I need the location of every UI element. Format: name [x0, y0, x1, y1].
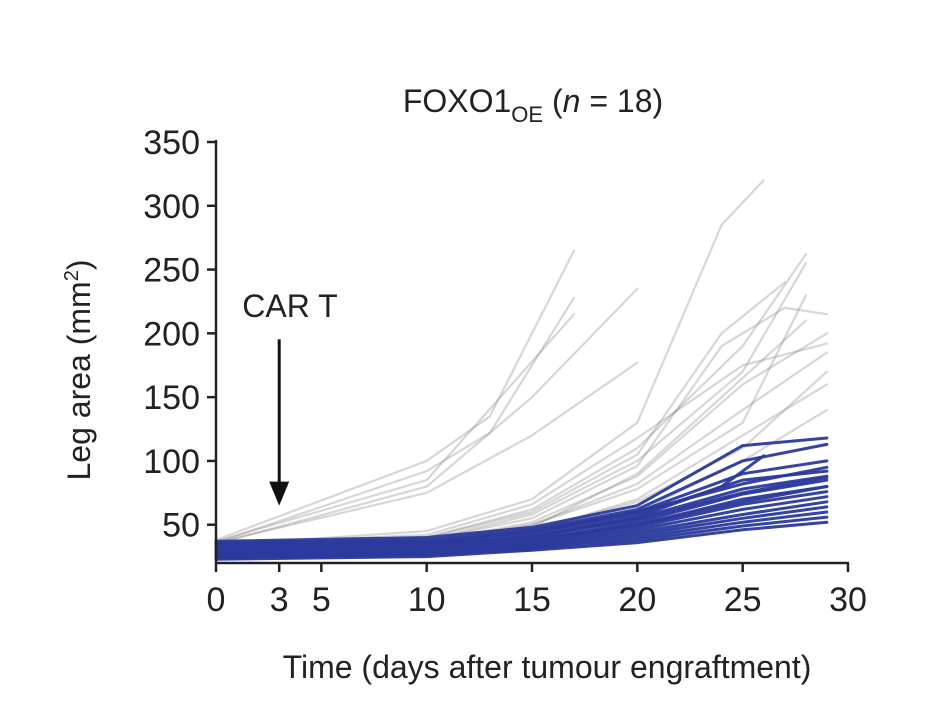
x-tick-label-15: 15 [513, 581, 551, 619]
x-tick-label-10: 10 [408, 581, 446, 619]
foxo1-series-line-35 [214, 476, 829, 555]
tick-labels: 50 100 150 200 250 300 350 0 3 5 10 15 20 25 30 [143, 124, 867, 619]
control-series-line-4 [214, 287, 639, 546]
y-tick-label-350: 350 [143, 124, 200, 162]
y-axis-label-main: Leg area (mm [61, 281, 97, 480]
x-tick-label-20: 20 [618, 581, 656, 619]
x-tick-label-30: 30 [829, 581, 867, 619]
y-tick-label-150: 150 [143, 379, 200, 417]
foxo1-series-line-33 [214, 520, 829, 561]
y-tick-label-200: 200 [143, 315, 200, 353]
x-tick-label-25: 25 [724, 581, 762, 619]
x-axis-label: Time (days after tumour engraftment) [283, 649, 812, 685]
foxo1-series-line-19 [214, 436, 829, 543]
car-t-arrow [269, 339, 290, 506]
y-axis-label-superscript: 2 [61, 270, 83, 281]
y-tick-label-300: 300 [143, 188, 200, 226]
chart-title-main: FOXO1 [403, 83, 511, 119]
y-tick-label-100: 100 [143, 443, 200, 481]
foxo1-series-line-34 [214, 465, 829, 552]
control-series-line-5 [214, 361, 639, 544]
control-series-line-3 [214, 313, 576, 543]
chart-title-n: n [563, 83, 581, 119]
x-tick-label-3: 3 [270, 581, 289, 619]
series-layer [214, 179, 829, 561]
y-tick-label-50: 50 [162, 507, 200, 545]
x-tick-label-5: 5 [312, 581, 331, 619]
control-series-line-2 [214, 296, 576, 544]
chart-title: FOXO1OE (n = 18) [403, 83, 663, 127]
chart-title-close: = 18) [580, 83, 663, 119]
chart-title-subscript: OE [511, 102, 543, 127]
control-series-line-10 [214, 342, 829, 546]
foxo1-series-line-36 [214, 485, 829, 557]
axes-layer [207, 140, 850, 572]
chart-title-open: ( [543, 83, 563, 119]
x-tick-label-0: 0 [207, 581, 226, 619]
y-axis-label-close: ) [61, 260, 97, 271]
car-t-annotation-label: CAR T [242, 288, 337, 324]
car-t-arrow-head [269, 481, 290, 506]
control-series-line-1 [214, 249, 576, 542]
y-tick-label-250: 250 [143, 252, 200, 290]
control-series-line-6 [214, 179, 765, 547]
y-axis-label: Leg area (mm2) [61, 260, 97, 481]
